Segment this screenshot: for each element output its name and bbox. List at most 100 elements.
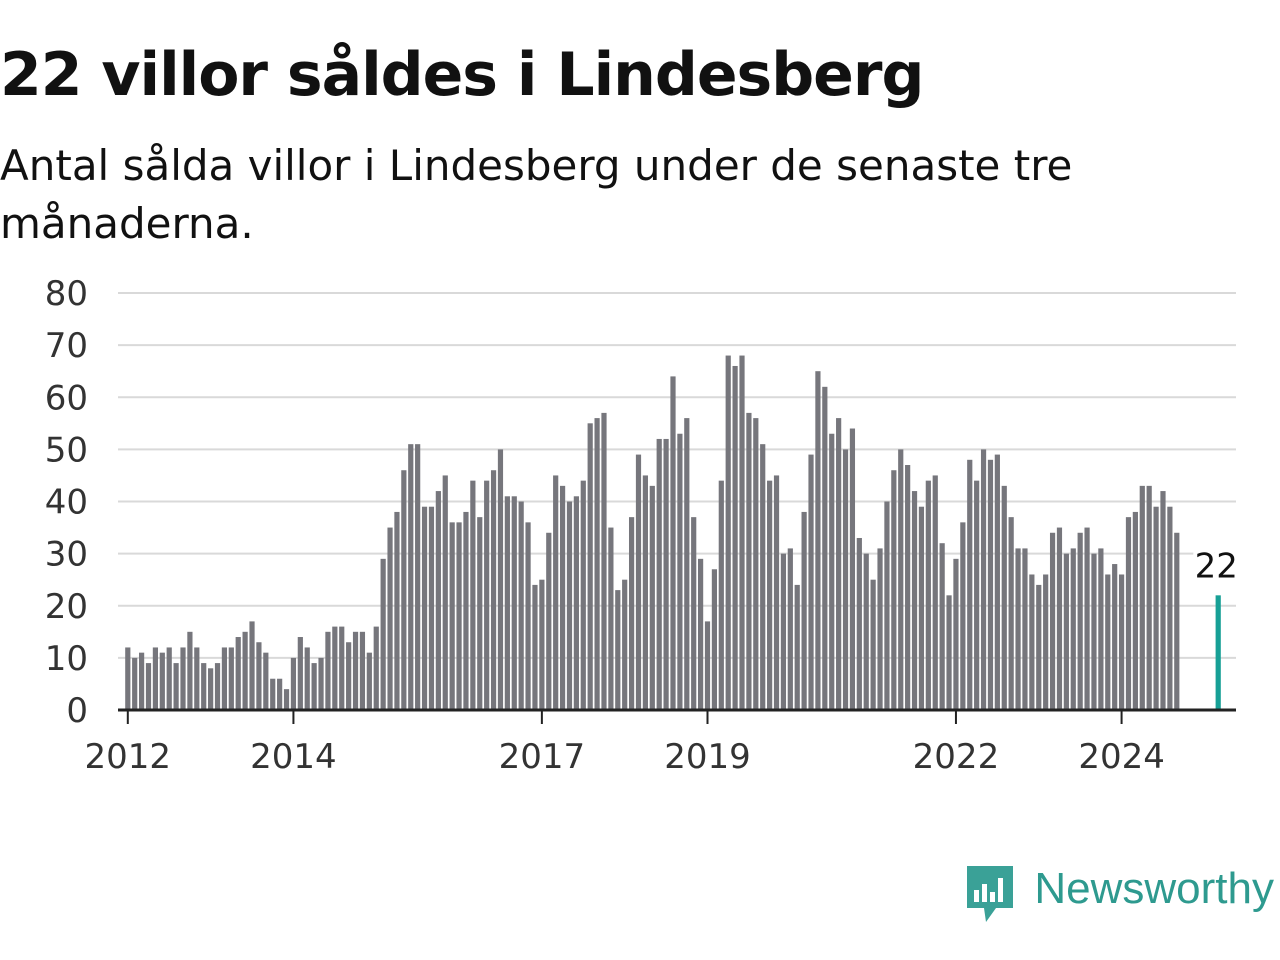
bar [684, 418, 690, 710]
bar-highlight [1215, 595, 1221, 710]
bar [1118, 574, 1125, 710]
bar [953, 558, 959, 710]
bar [856, 537, 862, 710]
newsworthy-chart-bubble-icon [967, 866, 1014, 922]
bar [318, 657, 324, 711]
bar [539, 579, 545, 710]
x-tick-label: 2022 [913, 737, 1000, 777]
bar [532, 584, 538, 710]
bar [139, 652, 145, 710]
bar [704, 621, 711, 710]
bar [290, 657, 297, 711]
x-axis-ticks: 2012 2014 2017 2019 2022 2024 [85, 710, 1165, 777]
x-tick-label: 2017 [499, 737, 586, 777]
bar [1022, 548, 1028, 710]
bar [635, 454, 642, 710]
bar [484, 480, 490, 710]
bar [249, 621, 255, 710]
bar [546, 532, 552, 710]
bar [373, 626, 379, 710]
bar [297, 637, 303, 710]
bar [829, 433, 835, 710]
bar [725, 355, 731, 710]
y-tick-label: 60 [45, 378, 88, 418]
bar [739, 355, 745, 710]
bar [884, 501, 890, 710]
bar [580, 480, 586, 710]
bar [994, 454, 1000, 710]
bar [1174, 532, 1180, 710]
bar [980, 449, 987, 711]
bar [311, 663, 317, 710]
bar [180, 647, 186, 710]
bar [746, 412, 752, 710]
bar [1001, 485, 1007, 710]
y-tick-label: 70 [45, 326, 88, 366]
bar [559, 485, 566, 710]
bar [325, 631, 331, 710]
bar [1153, 506, 1159, 710]
bar [242, 631, 248, 710]
bar [152, 647, 159, 710]
bar [145, 663, 152, 710]
bar [1077, 532, 1083, 710]
y-tick-label: 20 [45, 587, 88, 627]
newsworthy-logo: Newsworthy [964, 864, 1274, 926]
gridlines [118, 292, 1236, 659]
bar [946, 595, 952, 710]
bar [780, 553, 787, 711]
bar [836, 418, 842, 710]
bar [214, 663, 221, 710]
bar [339, 626, 345, 710]
bar [1105, 574, 1111, 710]
bar [622, 579, 628, 710]
bar [504, 496, 510, 710]
bar [794, 584, 800, 710]
bar [925, 480, 931, 710]
bar [967, 459, 973, 710]
bar [304, 647, 310, 710]
bar [173, 663, 179, 710]
bar [428, 506, 435, 710]
bar [1036, 584, 1042, 710]
bar [256, 642, 262, 710]
bar [566, 501, 573, 710]
bar [187, 631, 193, 710]
bar [987, 459, 994, 710]
bar [283, 689, 290, 710]
bar [815, 371, 821, 710]
bar [263, 652, 269, 710]
bar [698, 558, 704, 710]
bar [911, 491, 918, 710]
bar [511, 496, 517, 710]
bar [670, 376, 676, 710]
bar [787, 548, 793, 710]
bar [822, 386, 828, 710]
bar [870, 579, 876, 710]
bar [332, 626, 338, 710]
bar [1091, 553, 1097, 711]
bar [421, 506, 428, 710]
bar [125, 647, 131, 710]
page-title: 22 villor såldes i Lindesberg [0, 40, 924, 110]
bar [1098, 548, 1104, 710]
bar [1139, 485, 1145, 710]
brand-name: Newsworthy [1034, 864, 1274, 913]
x-tick-label: 2019 [664, 737, 751, 777]
bar [490, 470, 497, 710]
y-tick-label: 40 [45, 483, 88, 523]
bar [1084, 527, 1090, 710]
bar [960, 522, 966, 710]
bar [849, 428, 856, 710]
bar [1160, 491, 1166, 710]
y-tick-label: 30 [45, 535, 88, 575]
bar [277, 678, 283, 710]
x-tick-label: 2014 [250, 737, 337, 777]
y-axis-tick-labels: 0 10 20 30 40 50 60 70 80 [45, 274, 88, 731]
highlight-value-label: 22 [1195, 546, 1238, 586]
bar [394, 511, 400, 710]
bar [711, 569, 718, 710]
bars [125, 355, 1221, 711]
bar [718, 480, 724, 710]
